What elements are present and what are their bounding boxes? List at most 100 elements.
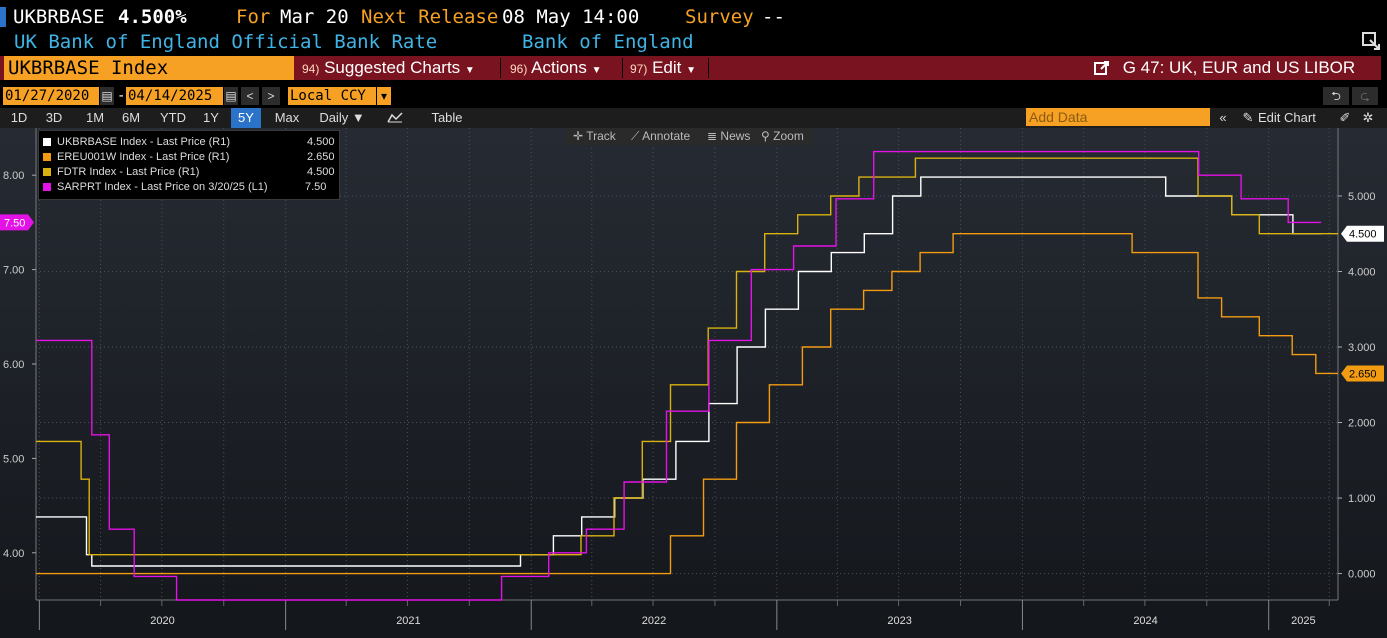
right-tick-label: 5.000 xyxy=(1348,191,1376,203)
data-source: Bank of England xyxy=(522,31,694,53)
toolbar-divider xyxy=(708,58,709,78)
suggested-charts-num: 94) xyxy=(302,62,320,76)
currency-select[interactable]: Local CCY xyxy=(288,87,376,105)
legend-label: EREU001W Index - Last Price (R1) xyxy=(57,151,230,163)
last-value-badge xyxy=(1341,365,1384,382)
period-max-button[interactable]: Max xyxy=(274,110,300,125)
news-tool[interactable]: ≣ News xyxy=(707,128,750,145)
actions-num: 96) xyxy=(510,62,528,76)
news-label: News xyxy=(720,129,751,143)
legend-item[interactable]: UKBRBASE Index - Last Price (R1) 4.500 xyxy=(43,135,335,149)
legend-swatch xyxy=(43,138,51,146)
series xyxy=(36,150,1338,601)
table-button[interactable]: Table xyxy=(431,110,463,125)
chevron-left-icon[interactable]: < xyxy=(241,87,259,105)
legend-label: UKBRBASE Index - Last Price (R1) xyxy=(57,136,231,148)
last-value-label: 4.500 xyxy=(1349,229,1377,241)
left-tick-label: 5.00 xyxy=(3,453,24,465)
popout-icon[interactable] xyxy=(1362,32,1380,50)
toolbar-divider xyxy=(500,58,501,78)
left-tick-label: 6.00 xyxy=(3,359,24,371)
x-tick-label: 2020 xyxy=(150,615,174,627)
undo-icon[interactable]: ⮌ xyxy=(1323,87,1349,105)
x-tick-label: 2024 xyxy=(1133,615,1157,627)
redo-icon[interactable]: ⮎ xyxy=(1352,87,1378,105)
track-label: Track xyxy=(586,129,616,143)
right-tick-label: 0.000 xyxy=(1348,569,1376,581)
last-value-labels: 4.500 2.650 7.50 xyxy=(0,214,1384,382)
magnifier-icon: ⚲ xyxy=(761,129,770,143)
right-tick-label: 1.000 xyxy=(1348,493,1376,505)
period-3d-button[interactable]: 3D xyxy=(45,110,63,125)
price-chart[interactable]: 0.000 1.000 2.000 3.000 4.000 5.000 4.00 5.00 6.… xyxy=(0,128,1387,638)
legend[interactable]: UKBRBASE Index - Last Price (R1) 4.500 ERE… xyxy=(38,130,340,200)
period-6m-button[interactable]: 6M xyxy=(121,110,141,125)
right-tick-label: 4.000 xyxy=(1348,266,1376,278)
period-1y-button[interactable]: 1Y xyxy=(203,110,219,125)
calendar-icon[interactable]: ▤ xyxy=(224,87,238,105)
edit-num: 97) xyxy=(630,62,648,76)
chart-title: G 47: UK, EUR and US LIBOR xyxy=(1122,58,1356,77)
period-1m-button[interactable]: 1M xyxy=(85,110,105,125)
edit-button[interactable]: 97) Edit ▼ xyxy=(630,56,696,80)
annotate-label: Annotate xyxy=(642,129,691,143)
period-ytd-button[interactable]: YTD xyxy=(160,110,186,125)
chart-tools: ✛ Track ⟋ Annotate ≣ News ⚲ Zoom xyxy=(565,128,813,145)
pencil-icon[interactable]: ✎ xyxy=(1242,110,1254,125)
end-date-input[interactable]: 04/14/2025 xyxy=(126,87,223,105)
legend-swatch xyxy=(43,153,51,161)
legend-item[interactable]: SARPRT Index - Last Price on 3/20/25 (L1… xyxy=(43,180,335,194)
chevron-down-icon[interactable]: ▾ xyxy=(377,87,391,105)
dropdown-arrow-icon: ▼ xyxy=(464,65,475,76)
next-release-date: 08 May 14:00 xyxy=(502,6,640,28)
collapse-icon[interactable]: « xyxy=(1219,110,1227,125)
date-range-dash: - xyxy=(117,88,126,104)
frequency-select[interactable]: Daily ▼ xyxy=(319,110,365,125)
x-axis-band xyxy=(0,600,1387,638)
legend-item[interactable]: FDTR Index - Last Price (R1) 4.500 xyxy=(43,165,335,179)
legend-label: SARPRT Index - Last Price on 3/20/25 (L1… xyxy=(57,181,268,193)
legend-value: 4.500 xyxy=(307,136,335,148)
security-field[interactable]: UKBRBASE Index xyxy=(4,56,294,80)
calendar-icon[interactable]: ▤ xyxy=(100,87,114,105)
plot-background xyxy=(0,128,1387,600)
add-data-input[interactable]: Add Data xyxy=(1026,108,1210,126)
left-tick-label: 8.00 xyxy=(3,170,24,182)
ticker-marker xyxy=(0,7,6,27)
annotate-edit-icon[interactable]: ✐ xyxy=(1339,110,1351,125)
description-row: UK Bank of England Official Bank Rate Ba… xyxy=(0,30,1387,54)
actions-label: Actions xyxy=(531,58,587,77)
dropdown-arrow-icon: ▼ xyxy=(591,65,602,76)
legend-swatch xyxy=(43,183,51,191)
annotate-tool[interactable]: ⟋ Annotate xyxy=(631,128,690,145)
x-tick-label: 2025 xyxy=(1291,615,1315,627)
last-value-label: 7.50 xyxy=(4,217,25,229)
chevron-right-icon[interactable]: > xyxy=(262,87,280,105)
period-1d-button[interactable]: 1D xyxy=(10,110,28,125)
last-value-badge xyxy=(1341,225,1384,242)
legend-item[interactable]: EREU001W Index - Last Price (R1) 2.650 xyxy=(43,150,335,164)
security-description: UK Bank of England Official Bank Rate xyxy=(14,31,438,53)
series-line-4 xyxy=(36,150,1322,601)
right-tick-label: 2.000 xyxy=(1348,418,1376,430)
legend-swatch xyxy=(43,168,51,176)
legend-value: 4.500 xyxy=(307,166,335,178)
actions-button[interactable]: 96) Actions ▼ xyxy=(510,56,602,80)
right-tick-label: 3.000 xyxy=(1348,342,1376,354)
period-5y-button[interactable]: 5Y xyxy=(231,108,261,128)
zoom-tool[interactable]: ⚲ Zoom xyxy=(761,128,804,145)
last-value-label: 2.650 xyxy=(1349,368,1377,380)
chart-title-link[interactable]: G 47: UK, EUR and US LIBOR xyxy=(1094,56,1355,80)
news-icon: ≣ xyxy=(707,129,718,143)
start-date-input[interactable]: 01/27/2020 xyxy=(3,87,99,105)
line-chart-icon[interactable] xyxy=(382,108,408,128)
gear-icon[interactable]: ✲ xyxy=(1362,110,1374,125)
grid xyxy=(36,128,1338,600)
track-tool[interactable]: ✛ Track xyxy=(573,128,616,145)
legend-value: 2.650 xyxy=(307,151,335,163)
edit-chart-button[interactable]: Edit Chart xyxy=(1258,110,1316,125)
quote-header: UKBRBASE 4.500% For Mar 20 Next Release … xyxy=(0,4,1387,30)
legend-value: 7.50 xyxy=(305,181,327,193)
suggested-charts-button[interactable]: 94) Suggested Charts ▼ xyxy=(302,56,475,80)
edit-label: Edit xyxy=(652,58,682,77)
